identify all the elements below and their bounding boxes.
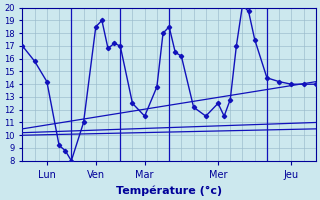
X-axis label: Température (°c): Température (°c) [116, 185, 222, 196]
